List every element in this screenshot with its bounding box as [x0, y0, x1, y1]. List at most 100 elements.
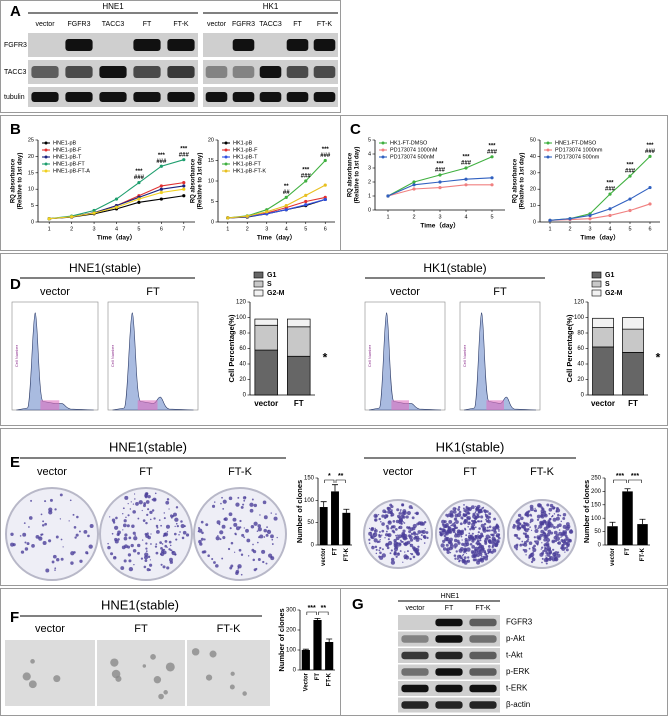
colony — [144, 559, 148, 563]
colony — [529, 521, 532, 524]
colony — [54, 567, 57, 570]
colony — [446, 539, 448, 541]
colony — [126, 545, 131, 549]
colony — [385, 530, 388, 533]
y-tick-label: 0 — [311, 543, 315, 549]
y-tick-label: 200 — [591, 489, 602, 495]
colony — [373, 513, 378, 519]
legend-label: HNE1-pB-FT — [53, 161, 85, 167]
marker — [588, 213, 592, 218]
y-axis-label: RQ absorbance — [513, 158, 519, 203]
colony — [222, 499, 227, 504]
colony — [381, 553, 386, 558]
colony — [155, 529, 160, 534]
blot-band — [435, 618, 463, 627]
marker — [159, 164, 163, 168]
blot-band — [133, 66, 161, 78]
colony — [130, 501, 132, 503]
colony — [447, 526, 451, 530]
colony — [54, 569, 56, 571]
colony — [127, 514, 130, 517]
x-axis-label: Time（day） — [580, 234, 619, 242]
y-tick-label: 0 — [31, 219, 34, 225]
colony — [160, 524, 163, 527]
colony — [164, 544, 168, 548]
colony — [461, 542, 465, 546]
colony — [453, 517, 458, 521]
marker — [608, 192, 612, 196]
colony — [543, 547, 549, 553]
colony — [133, 563, 135, 566]
colony — [69, 499, 72, 502]
colony — [45, 568, 50, 573]
colony — [378, 533, 381, 537]
colony — [397, 526, 401, 529]
colony — [396, 534, 399, 537]
colony — [169, 544, 172, 547]
colony — [553, 513, 556, 515]
blot-band — [167, 66, 195, 78]
x-tick-label: 3 — [438, 214, 441, 220]
colony — [42, 520, 45, 523]
colony — [441, 523, 445, 526]
colony — [458, 560, 461, 563]
y-tick-label: 100 — [591, 516, 602, 522]
y-tick-label: 80 — [577, 331, 584, 337]
sample-label: FT — [139, 466, 153, 478]
colony — [446, 550, 450, 555]
colony — [174, 517, 179, 522]
colony — [471, 539, 475, 543]
colony — [265, 533, 269, 537]
y-tick-label: 40 — [239, 362, 246, 368]
colony — [215, 564, 219, 568]
blot-band — [259, 92, 282, 102]
y-axis-label: (Relative to 1st day) — [355, 147, 361, 204]
marker — [284, 204, 288, 208]
colony — [154, 492, 157, 495]
colony — [551, 506, 555, 510]
colony — [556, 525, 559, 529]
colony — [488, 540, 493, 545]
colony — [447, 529, 451, 534]
colony — [484, 512, 487, 514]
colony — [221, 496, 223, 499]
colony — [484, 513, 487, 516]
colony — [442, 528, 444, 530]
colony — [525, 554, 527, 556]
colony — [458, 510, 462, 514]
colony — [398, 511, 402, 515]
colony — [423, 542, 426, 544]
colony — [384, 533, 389, 537]
colony — [22, 532, 27, 537]
colony — [562, 524, 567, 529]
bar — [325, 642, 334, 670]
bar — [607, 526, 618, 545]
y-tick-label: 5 — [368, 137, 371, 143]
colony — [110, 658, 119, 667]
colony — [476, 544, 479, 546]
y-tick-label: 80 — [239, 331, 246, 337]
colony — [470, 550, 475, 554]
colony — [114, 537, 118, 542]
colony — [518, 537, 521, 541]
marker — [412, 187, 416, 191]
colony — [527, 527, 530, 531]
colony — [555, 533, 559, 537]
colony — [543, 545, 546, 547]
sample-label: FT-K — [228, 466, 252, 478]
row-label: p-ERK — [506, 667, 530, 676]
colony — [481, 555, 483, 558]
colony — [532, 548, 537, 553]
colony — [115, 516, 118, 520]
colony — [169, 560, 174, 564]
colony — [547, 557, 550, 560]
colony — [265, 562, 268, 565]
y-tick-label: 60 — [577, 346, 584, 352]
blot-band — [205, 92, 228, 102]
colony — [417, 545, 420, 548]
x-tick-label: 5 — [490, 214, 493, 220]
colony — [454, 532, 456, 534]
colony — [373, 532, 378, 537]
sample-label: vector — [37, 466, 67, 478]
colony — [480, 523, 485, 528]
